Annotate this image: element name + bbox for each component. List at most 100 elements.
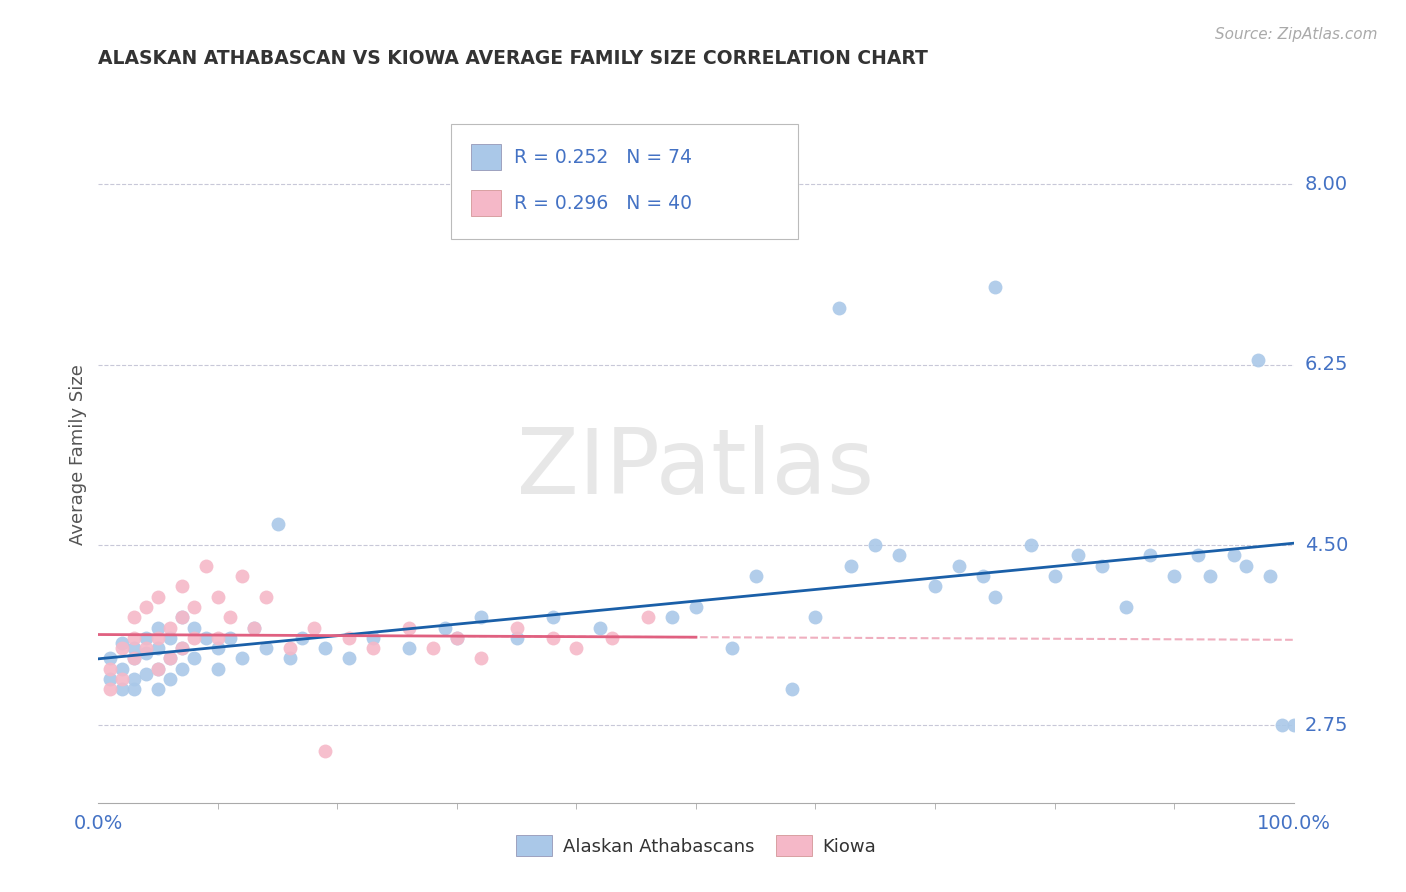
Point [172, 641, 194, 656]
Point [183, 621, 205, 635]
Point [637, 610, 659, 624]
Point [219, 610, 242, 624]
Point [111, 641, 134, 656]
Point [1139, 549, 1161, 563]
Point [446, 631, 468, 645]
Point [948, 558, 970, 573]
Point [98, 662, 122, 676]
Point [506, 621, 529, 635]
Point [302, 621, 325, 635]
Point [363, 631, 385, 645]
Point [148, 662, 170, 676]
Point [541, 631, 564, 645]
Point [565, 641, 588, 656]
Legend: Alaskan Athabascans, Kiowa: Alaskan Athabascans, Kiowa [509, 828, 883, 863]
Point [470, 610, 492, 624]
Point [541, 610, 564, 624]
Point [983, 280, 1005, 294]
Point [159, 621, 181, 635]
Point [254, 641, 277, 656]
Text: 8.00: 8.00 [1305, 175, 1348, 194]
Point [124, 651, 146, 665]
Point [172, 662, 194, 676]
Point [470, 651, 492, 665]
Point [278, 651, 301, 665]
Point [972, 569, 994, 583]
Point [600, 631, 623, 645]
Point [398, 621, 420, 635]
Point [1271, 718, 1294, 732]
Text: 6.25: 6.25 [1305, 355, 1348, 375]
Point [124, 651, 146, 665]
Point [207, 590, 229, 604]
Point [194, 631, 217, 645]
Point [183, 651, 205, 665]
Point [207, 631, 229, 645]
Point [231, 569, 253, 583]
Point [315, 641, 337, 656]
Point [363, 641, 385, 656]
Point [422, 641, 444, 656]
Point [148, 641, 170, 656]
Text: R = 0.252   N = 74: R = 0.252 N = 74 [515, 148, 692, 167]
Point [172, 610, 194, 624]
Point [1115, 599, 1137, 614]
Point [1091, 558, 1114, 573]
Point [135, 631, 157, 645]
FancyBboxPatch shape [471, 144, 501, 170]
Point [685, 599, 707, 614]
Text: ZIPatlas: ZIPatlas [517, 425, 875, 513]
Point [506, 631, 529, 645]
Point [1067, 549, 1090, 563]
Point [148, 621, 170, 635]
Point [745, 569, 768, 583]
Text: 2.75: 2.75 [1305, 716, 1348, 735]
Y-axis label: Average Family Size: Average Family Size [69, 365, 87, 545]
Point [1222, 549, 1246, 563]
Point [124, 672, 146, 686]
Point [243, 621, 266, 635]
Point [1019, 538, 1042, 552]
Point [148, 631, 170, 645]
Point [124, 682, 146, 697]
Point [337, 651, 360, 665]
Point [172, 610, 194, 624]
Point [159, 651, 181, 665]
Point [1043, 569, 1066, 583]
Point [804, 610, 827, 624]
Point [278, 641, 301, 656]
Point [98, 651, 122, 665]
Point [111, 682, 134, 697]
Point [124, 641, 146, 656]
Point [231, 651, 253, 665]
Point [446, 631, 468, 645]
Point [924, 579, 946, 593]
Point [983, 590, 1005, 604]
Text: Source: ZipAtlas.com: Source: ZipAtlas.com [1215, 27, 1378, 42]
Point [1282, 718, 1305, 732]
Point [1234, 558, 1257, 573]
Point [183, 631, 205, 645]
Point [159, 631, 181, 645]
FancyBboxPatch shape [471, 190, 501, 216]
Point [172, 579, 194, 593]
Point [589, 621, 612, 635]
Point [863, 538, 886, 552]
Point [267, 517, 290, 532]
Point [124, 610, 146, 624]
Point [433, 621, 456, 635]
Point [1198, 569, 1220, 583]
Point [780, 682, 803, 697]
Point [219, 631, 242, 645]
Point [1258, 569, 1281, 583]
Point [98, 672, 122, 686]
Point [124, 631, 146, 645]
Point [148, 590, 170, 604]
Point [721, 641, 744, 656]
Point [148, 662, 170, 676]
Point [1246, 352, 1268, 367]
Point [183, 599, 205, 614]
Point [135, 599, 157, 614]
Point [661, 610, 683, 624]
Point [828, 301, 851, 315]
